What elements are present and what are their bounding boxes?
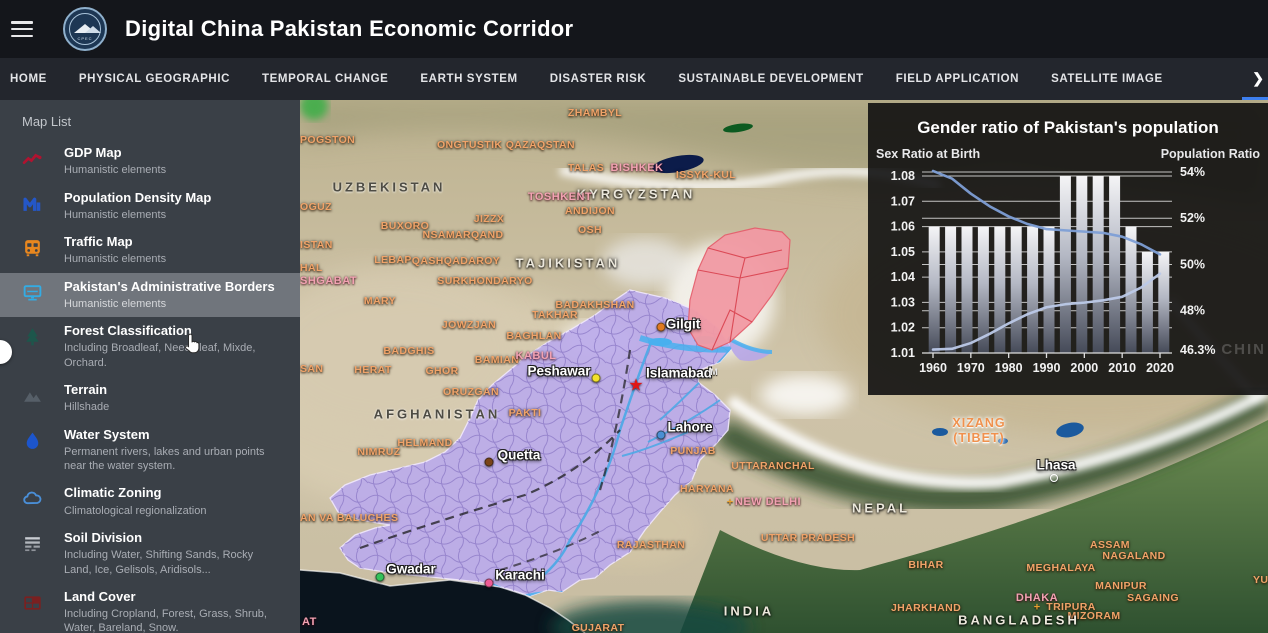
nav-item-earth-system[interactable]: EARTH SYSTEM [420, 73, 518, 85]
nav-item-physical-geographic[interactable]: PHYSICAL GEOGRAPHIC [78, 73, 231, 85]
sidebar-item-text: Water System Permanent rivers, lakes and … [64, 427, 290, 474]
sidebar-item-subtitle: Permanent rivers, lakes and urban points… [64, 445, 265, 473]
right-axis-label: Population Ratio [1160, 147, 1260, 161]
sidebar-item-water-system[interactable]: Water System Permanent rivers, lakes and … [0, 421, 300, 480]
svg-text:1.08: 1.08 [891, 169, 915, 183]
sidebar-item-title: Land Cover [64, 588, 136, 604]
sidebar-item-subtitle: Humanistic elements [64, 164, 167, 177]
svg-text:1980: 1980 [995, 361, 1023, 375]
sidebar-item-subtitle: Including Water, Shifting Sands, Rocky L… [64, 549, 254, 576]
map-list-title: Map List [22, 114, 72, 129]
nav-more-chevron-icon[interactable]: ❯ [1252, 70, 1264, 86]
chart-plot: 1960 1970 1980 1990 2000 2010 2020 1.01 1.02 1.03… [891, 165, 1216, 375]
sidebar-item-title: Traffic Map [64, 234, 133, 250]
sidebar-item-text: GDP Map Humanistic elements [64, 145, 290, 178]
sidebar-item-terrain[interactable]: Terrain Hillshade [0, 376, 300, 421]
layers-icon [0, 530, 64, 577]
chart-title: Gender ratio of Pakistan's population [917, 118, 1219, 137]
app-title: Digital China Pakistan Economic Corridor [125, 16, 574, 41]
svg-text:50%: 50% [1180, 257, 1205, 271]
sidebar-item-subtitle: Including Cropland, Forest, Grass, Shrub… [64, 608, 267, 633]
sidebar-item-title: Water System [64, 426, 150, 442]
svg-text:52%: 52% [1180, 211, 1205, 225]
sidebar-item-text: Terrain Hillshade [64, 382, 290, 415]
app-header: CPEC Digital China Pakistan Economic Cor… [0, 0, 1268, 58]
sidebar-item-title: Population Density Map [64, 189, 212, 205]
sidebar-item-population-density-map[interactable]: Population Density Map Humanistic element… [0, 184, 300, 229]
gender-ratio-chart-panel: Gender ratio of Pakistan's population Se… [868, 103, 1268, 395]
svg-text:1.01: 1.01 [891, 346, 915, 360]
chart-watermark: CHIN [1221, 341, 1266, 358]
sidebar-item-text: Population Density Map Humanistic element… [64, 190, 290, 223]
svg-text:1.07: 1.07 [891, 194, 915, 208]
sidebar-item-title: Terrain [64, 382, 108, 398]
map-list-sidebar: Map List GDP Map Humanistic elements Popul… [0, 100, 300, 633]
sidebar-collapse-button[interactable] [0, 340, 12, 364]
nav-item-satellite-image[interactable]: SATELLITE IMAGE [1051, 73, 1163, 85]
sidebar-item-text: Traffic Map Humanistic elements [64, 234, 290, 267]
svg-text:1.03: 1.03 [891, 295, 915, 309]
bus-icon [0, 234, 64, 267]
mountain-icon [0, 382, 64, 415]
sidebar-item-text: Land Cover Including Cropland, Forest, Gr… [64, 589, 290, 633]
nav-item-temporal-change[interactable]: TEMPORAL CHANGE [262, 73, 389, 85]
sidebar-item-subtitle: Including Broadleaf, Needleleaf, Mixde, … [64, 342, 256, 369]
tree-icon [0, 323, 64, 370]
svg-text:1970: 1970 [957, 361, 985, 375]
svg-text:2010: 2010 [1108, 361, 1136, 375]
svg-text:1990: 1990 [1033, 361, 1061, 375]
svg-text:2020: 2020 [1146, 361, 1174, 375]
sidebar-item-title: GDP Map [64, 145, 122, 160]
landcover-icon [0, 589, 64, 633]
nav-item-disaster-risk[interactable]: DISASTER RISK [549, 73, 647, 85]
nav-active-indicator [1242, 97, 1268, 100]
sidebar-item-soil-division[interactable]: Soil Division Including Water, Shifting S… [0, 524, 300, 583]
sidebar-item-subtitle: Humanistic elements [64, 208, 167, 221]
sidebar-item-subtitle: Humanistic elements [64, 253, 167, 266]
sidebar-item-text: Climatic Zoning Climatological regionaliz… [64, 485, 290, 518]
svg-text:1.02: 1.02 [891, 321, 915, 335]
main-nav: HOME PHYSICAL GEOGRAPHIC TEMPORAL CHANGE EA… [0, 58, 1268, 100]
sidebar-item-title: Forest Classification [64, 323, 192, 339]
cloud-icon [0, 485, 64, 518]
sidebar-item-pakistan-s-administrative-borders[interactable]: Pakistan's Administrative Borders Humanis… [0, 272, 300, 318]
sidebar-item-subtitle: Climatological regionalization [64, 504, 207, 517]
sidebar-item-text: Pakistan's Administrative Borders Humanis… [64, 279, 290, 312]
svg-text:1960: 1960 [919, 361, 947, 375]
nav-item-home[interactable]: HOME [10, 73, 47, 85]
sidebar-item-subtitle: Humanistic elements [64, 297, 167, 310]
svg-text:46.3%: 46.3% [1180, 343, 1215, 357]
sidebar-item-title: Pakistan's Administrative Borders [64, 278, 275, 294]
nav-item-field-application[interactable]: FIELD APPLICATION [895, 73, 1020, 85]
trend-icon [0, 145, 64, 178]
sidebar-item-title: Climatic Zoning [64, 485, 162, 501]
sidebar-item-climatic-zoning[interactable]: Climatic Zoning Climatological regionaliz… [0, 479, 300, 524]
svg-text:1.04: 1.04 [891, 270, 915, 284]
monitor-icon [0, 279, 64, 312]
sidebar-item-land-cover[interactable]: Land Cover Including Cropland, Forest, Gr… [0, 583, 300, 633]
svg-text:48%: 48% [1180, 304, 1205, 318]
sidebar-item-gdp-map[interactable]: GDP Map Humanistic elements [0, 139, 300, 184]
water-icon [0, 427, 64, 474]
svg-text:2000: 2000 [1070, 361, 1098, 375]
svg-text:1.06: 1.06 [891, 220, 915, 234]
left-axis-label: Sex Ratio at Birth [876, 147, 981, 161]
sidebar-item-text: Soil Division Including Water, Shifting S… [64, 530, 290, 577]
sidebar-item-title: Soil Division [64, 529, 143, 545]
nav-item-sustainable-development[interactable]: SUSTAINABLE DEVELOPMENT [678, 73, 864, 85]
cpec-logo-icon: CPEC [63, 7, 107, 51]
sidebar-item-traffic-map[interactable]: Traffic Map Humanistic elements [0, 228, 300, 273]
svg-text:1.05: 1.05 [891, 245, 915, 259]
population-icon [0, 190, 64, 223]
sidebar-item-forest-classification[interactable]: Forest Classification Including Broadleaf… [0, 317, 300, 376]
sidebar-item-subtitle: Hillshade [64, 401, 110, 414]
hamburger-menu-icon[interactable] [11, 21, 33, 37]
sidebar-item-text: Forest Classification Including Broadleaf… [64, 323, 290, 370]
svg-text:54%: 54% [1180, 165, 1205, 179]
